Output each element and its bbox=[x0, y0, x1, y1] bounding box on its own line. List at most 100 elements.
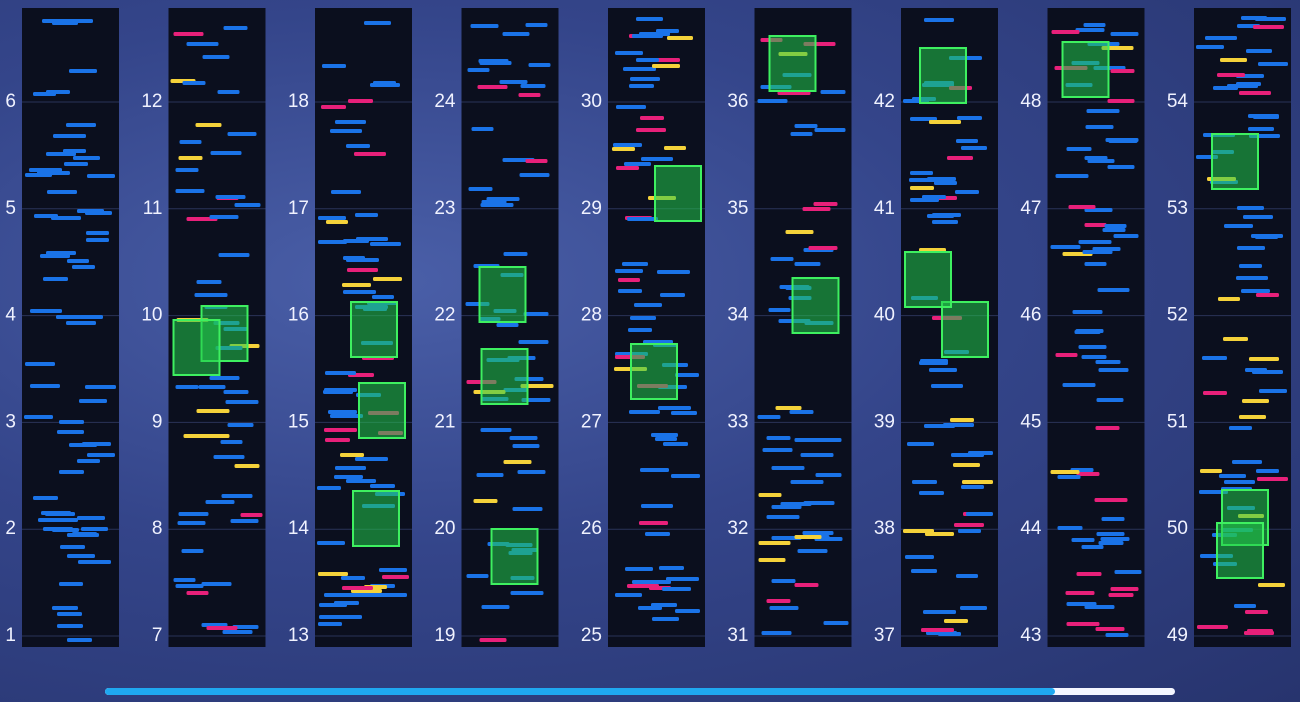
note bbox=[958, 529, 981, 533]
note bbox=[1097, 288, 1130, 292]
note bbox=[66, 321, 96, 325]
note bbox=[30, 384, 60, 388]
note bbox=[319, 615, 346, 619]
note bbox=[919, 491, 944, 495]
note bbox=[382, 575, 409, 579]
note bbox=[220, 440, 243, 444]
measure-number: 44 bbox=[1020, 518, 1042, 539]
note bbox=[53, 134, 86, 138]
note bbox=[330, 129, 362, 133]
note bbox=[518, 93, 541, 97]
measure-number: 33 bbox=[727, 411, 748, 432]
measure-number: 24 bbox=[434, 91, 456, 112]
note bbox=[1113, 234, 1139, 238]
note bbox=[468, 187, 493, 191]
note bbox=[627, 584, 659, 588]
note bbox=[634, 303, 662, 307]
note bbox=[1108, 593, 1134, 597]
note bbox=[615, 51, 643, 55]
note bbox=[638, 606, 662, 610]
note bbox=[186, 591, 209, 595]
note bbox=[758, 541, 791, 545]
note bbox=[929, 368, 957, 372]
column bbox=[1194, 8, 1291, 647]
note bbox=[87, 174, 115, 178]
measure-number: 8 bbox=[152, 518, 163, 539]
note bbox=[1224, 224, 1253, 228]
note bbox=[473, 499, 498, 503]
note bbox=[766, 515, 800, 519]
note bbox=[470, 24, 499, 28]
measure-number: 21 bbox=[434, 411, 455, 432]
column bbox=[315, 8, 412, 647]
note bbox=[616, 105, 646, 109]
measure-number: 47 bbox=[1020, 198, 1041, 219]
note bbox=[671, 411, 697, 415]
note bbox=[636, 58, 659, 62]
measure-number: 35 bbox=[727, 198, 748, 219]
note bbox=[1051, 30, 1080, 34]
hold-note bbox=[1211, 133, 1259, 190]
note bbox=[33, 92, 56, 96]
note bbox=[770, 257, 794, 261]
note bbox=[196, 280, 222, 284]
note bbox=[657, 270, 690, 274]
note bbox=[625, 567, 653, 571]
note bbox=[325, 438, 350, 442]
note bbox=[920, 359, 948, 363]
note bbox=[1203, 391, 1227, 395]
note bbox=[178, 156, 203, 160]
note bbox=[194, 293, 228, 297]
note bbox=[518, 340, 549, 344]
note bbox=[67, 638, 92, 642]
note bbox=[353, 593, 377, 597]
note bbox=[910, 186, 934, 190]
note bbox=[813, 202, 838, 206]
note bbox=[46, 251, 76, 255]
note bbox=[957, 116, 982, 120]
note bbox=[476, 473, 504, 477]
note bbox=[1199, 490, 1228, 494]
measure-number: 6 bbox=[5, 91, 16, 112]
note bbox=[1096, 532, 1125, 536]
note bbox=[1114, 570, 1142, 574]
scroll-thumb[interactable] bbox=[105, 688, 1055, 695]
note bbox=[509, 436, 538, 440]
note bbox=[1095, 627, 1125, 631]
note bbox=[86, 231, 109, 235]
note bbox=[486, 197, 520, 201]
measure-number: 36 bbox=[727, 91, 748, 112]
note bbox=[1242, 399, 1269, 403]
note bbox=[910, 117, 937, 121]
note bbox=[622, 262, 648, 266]
note bbox=[480, 428, 512, 432]
measure-number: 38 bbox=[874, 518, 895, 539]
note bbox=[639, 521, 668, 525]
note bbox=[346, 479, 376, 483]
note bbox=[512, 507, 543, 511]
note bbox=[1095, 360, 1121, 364]
hold-note bbox=[791, 277, 840, 334]
measure-number: 4 bbox=[5, 305, 16, 326]
note bbox=[240, 513, 263, 517]
note bbox=[519, 173, 550, 177]
note bbox=[512, 444, 540, 448]
note bbox=[41, 511, 71, 515]
note bbox=[789, 410, 814, 414]
note bbox=[1082, 250, 1113, 254]
measure-number: 1 bbox=[5, 625, 16, 646]
note bbox=[666, 577, 699, 581]
note bbox=[77, 516, 105, 520]
note bbox=[953, 463, 980, 467]
note bbox=[1110, 69, 1135, 73]
note bbox=[317, 541, 345, 545]
note bbox=[794, 438, 826, 442]
note bbox=[59, 470, 84, 474]
note bbox=[77, 459, 100, 463]
note bbox=[1200, 469, 1222, 473]
hold-note bbox=[478, 266, 527, 323]
note bbox=[1110, 587, 1139, 591]
note bbox=[932, 213, 961, 217]
note bbox=[471, 127, 494, 131]
note bbox=[954, 523, 984, 527]
